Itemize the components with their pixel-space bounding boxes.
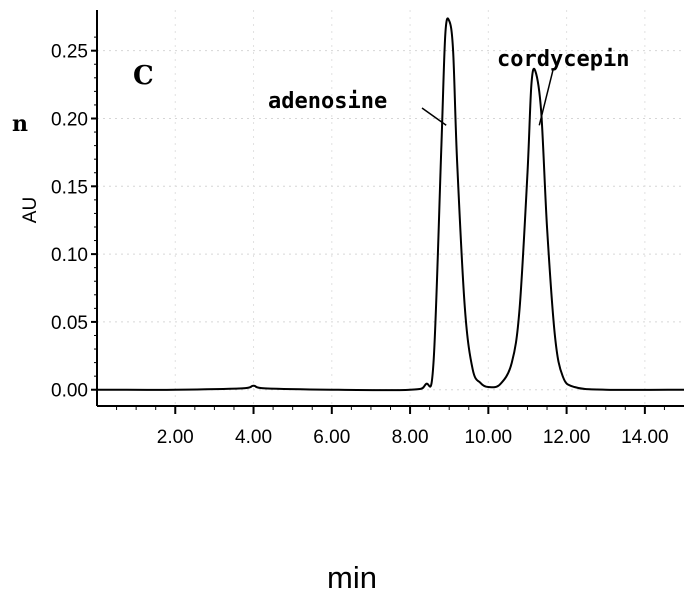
tick-marks xyxy=(91,36,665,414)
y-tick-label-0: 0.00 xyxy=(51,381,88,402)
x-axis-label: min xyxy=(327,560,377,592)
x-tick-label-0: 2.00 xyxy=(157,427,194,448)
pointer-adenosine xyxy=(421,107,447,126)
x-tick-labels: 2.00 4.00 6.00 8.00 10.00 12.00 14.00 xyxy=(157,427,669,448)
y-tick-labels: 0.00 0.05 0.10 0.15 0.20 0.25 xyxy=(51,42,88,402)
peak-label-cordycepin: cordycepin xyxy=(497,47,629,72)
x-tick-label-5: 12.00 xyxy=(543,427,591,448)
peak-label-adenosine: adenosine xyxy=(268,89,387,114)
y-tick-label-2: 0.10 xyxy=(51,245,88,266)
x-tick-label-1: 4.00 xyxy=(235,427,272,448)
x-tick-label-3: 8.00 xyxy=(392,427,429,448)
y-tick-label-3: 0.15 xyxy=(51,177,88,198)
y-tick-label-1: 0.05 xyxy=(51,313,88,334)
x-tick-label-2: 6.00 xyxy=(313,427,350,448)
gridlines xyxy=(97,10,684,406)
pointer-cordycepin xyxy=(538,69,554,126)
y-tick-label-4: 0.20 xyxy=(51,109,88,130)
y-axis-label: AU xyxy=(20,197,41,223)
panel-label: C xyxy=(133,61,154,91)
peak-annotations: adenosine cordycepin xyxy=(268,47,629,126)
chromatogram-trace xyxy=(96,17,685,392)
y-tick-label-5: 0.25 xyxy=(51,42,88,63)
left-fragment-text: n xyxy=(12,111,28,137)
x-tick-label-6: 14.00 xyxy=(621,427,669,448)
x-tick-label-4: 10.00 xyxy=(465,427,513,448)
